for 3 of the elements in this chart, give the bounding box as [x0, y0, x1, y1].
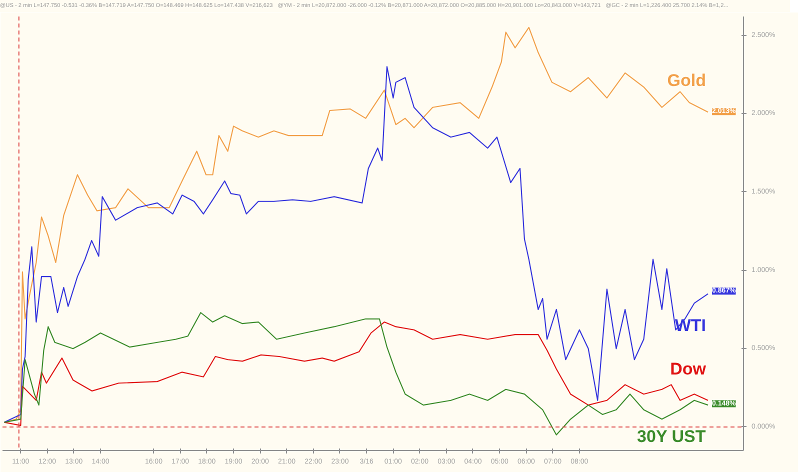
- series-label: 30Y UST: [637, 427, 706, 446]
- series-label: Gold: [667, 71, 706, 90]
- series-label: Dow: [670, 359, 707, 378]
